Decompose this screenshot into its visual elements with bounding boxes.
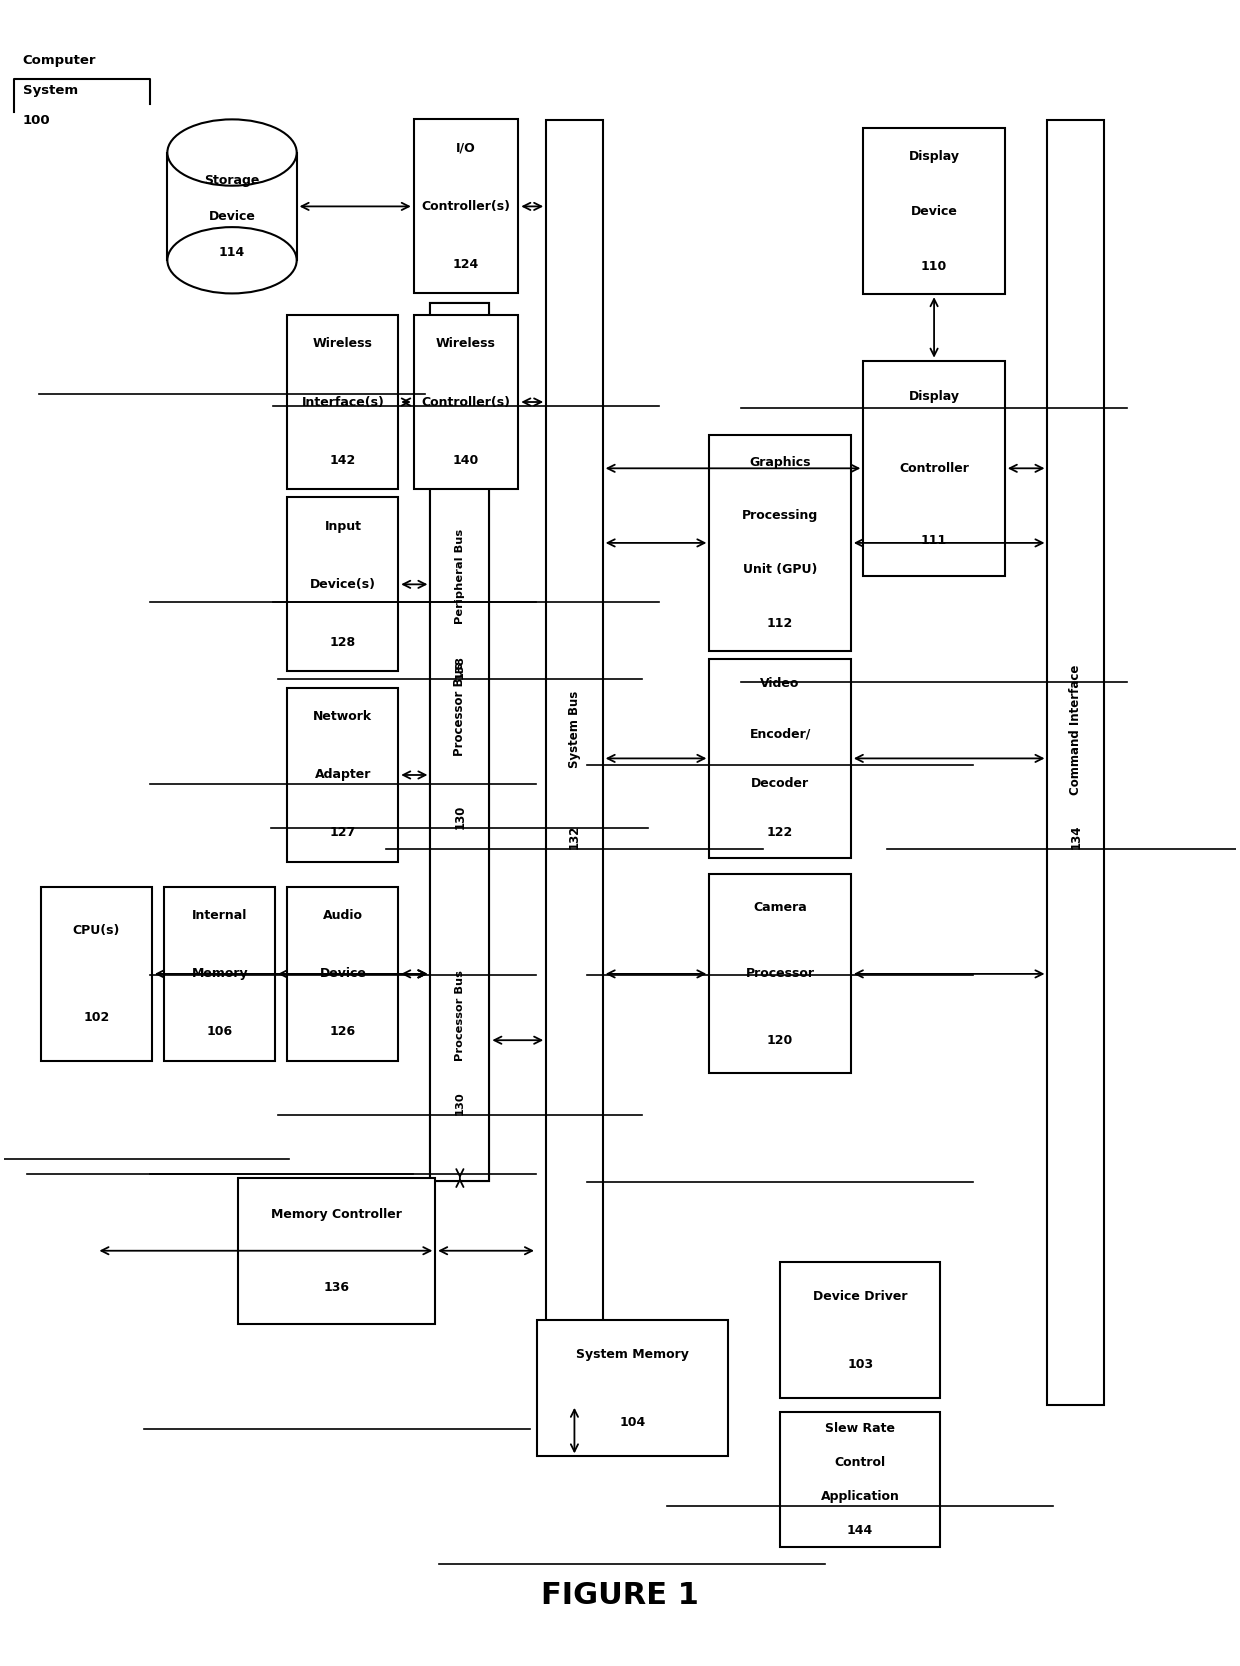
Text: Computer: Computer: [22, 53, 97, 67]
Bar: [863, 360, 1004, 576]
Text: 114: 114: [219, 247, 246, 258]
Bar: [288, 886, 398, 1061]
Text: 122: 122: [768, 826, 794, 840]
Bar: [546, 120, 603, 1404]
Text: Display: Display: [909, 150, 960, 163]
Bar: [863, 128, 1004, 295]
Bar: [414, 315, 518, 490]
Bar: [238, 1178, 435, 1324]
Bar: [709, 875, 851, 1073]
Text: 120: 120: [768, 1033, 794, 1046]
Text: Storage: Storage: [205, 173, 259, 187]
Text: 124: 124: [453, 258, 479, 272]
Bar: [288, 688, 398, 861]
Text: Wireless: Wireless: [436, 338, 496, 350]
Bar: [430, 303, 490, 1181]
Text: Device: Device: [208, 210, 255, 223]
Text: Slew Rate: Slew Rate: [825, 1423, 895, 1434]
Bar: [780, 1411, 940, 1548]
Bar: [414, 120, 518, 293]
Text: Memory: Memory: [191, 968, 248, 980]
Bar: [288, 498, 398, 671]
Text: Memory Controller: Memory Controller: [272, 1208, 402, 1221]
Bar: [164, 886, 275, 1061]
Text: Processor Bus: Processor Bus: [455, 970, 465, 1061]
Text: 128: 128: [330, 636, 356, 648]
Text: Audio: Audio: [322, 910, 363, 923]
Text: 142: 142: [330, 453, 356, 466]
Text: 112: 112: [768, 616, 794, 630]
Text: Unit (GPU): Unit (GPU): [743, 563, 817, 576]
Text: Graphics: Graphics: [749, 455, 811, 468]
Text: Internal: Internal: [192, 910, 248, 923]
Text: Camera: Camera: [753, 901, 807, 915]
Bar: [430, 303, 490, 1181]
Ellipse shape: [167, 120, 296, 185]
Text: Device Driver: Device Driver: [813, 1289, 908, 1303]
Bar: [41, 886, 153, 1061]
Text: 140: 140: [453, 453, 479, 466]
Text: System Memory: System Memory: [575, 1348, 688, 1361]
Text: 144: 144: [847, 1524, 873, 1538]
Bar: [288, 315, 398, 490]
Bar: [537, 1321, 728, 1456]
Text: Device: Device: [910, 205, 957, 218]
Text: 111: 111: [921, 533, 947, 546]
Text: 100: 100: [22, 113, 51, 127]
Text: 130: 130: [454, 805, 466, 828]
Text: 132: 132: [568, 825, 580, 850]
Text: System: System: [22, 83, 78, 97]
Text: Video: Video: [760, 678, 800, 690]
Text: 138: 138: [455, 655, 465, 680]
Text: Controller(s): Controller(s): [422, 395, 511, 408]
Text: Controller(s): Controller(s): [422, 200, 511, 213]
Text: Adapter: Adapter: [315, 768, 371, 781]
Text: 130: 130: [455, 1091, 465, 1115]
Text: Device: Device: [320, 968, 366, 980]
Text: Input: Input: [325, 520, 361, 533]
Text: Peripheral Bus: Peripheral Bus: [455, 528, 465, 623]
Bar: [1048, 120, 1104, 1404]
Text: 136: 136: [324, 1281, 350, 1294]
Text: Wireless: Wireless: [312, 338, 373, 350]
Bar: [709, 660, 851, 858]
Bar: [167, 153, 296, 260]
Text: 106: 106: [207, 1025, 233, 1038]
Text: 127: 127: [330, 826, 356, 840]
Text: Device(s): Device(s): [310, 578, 376, 591]
Text: 104: 104: [619, 1416, 646, 1429]
Text: Network: Network: [314, 710, 372, 723]
Text: Encoder/: Encoder/: [749, 726, 811, 740]
Text: Control: Control: [835, 1456, 885, 1469]
Text: Processing: Processing: [742, 510, 818, 523]
Bar: [780, 1263, 940, 1398]
Text: Processor Bus: Processor Bus: [454, 661, 466, 756]
Text: Decoder: Decoder: [751, 776, 810, 790]
Text: I/O: I/O: [456, 142, 476, 155]
Text: Processor: Processor: [745, 968, 815, 980]
Text: Command Interface: Command Interface: [1069, 665, 1083, 795]
Ellipse shape: [167, 227, 296, 293]
Text: 102: 102: [83, 1011, 109, 1025]
Text: 126: 126: [330, 1025, 356, 1038]
Text: Controller: Controller: [899, 461, 968, 475]
Text: 134: 134: [1069, 825, 1083, 850]
Bar: [709, 435, 851, 651]
Text: 103: 103: [847, 1358, 873, 1371]
Text: Display: Display: [909, 390, 960, 403]
Text: CPU(s): CPU(s): [73, 925, 120, 936]
Text: System Bus: System Bus: [568, 691, 580, 768]
Text: Interface(s): Interface(s): [301, 395, 384, 408]
Text: 110: 110: [921, 260, 947, 273]
Text: FIGURE 1: FIGURE 1: [541, 1581, 699, 1609]
Text: Application: Application: [821, 1489, 899, 1503]
